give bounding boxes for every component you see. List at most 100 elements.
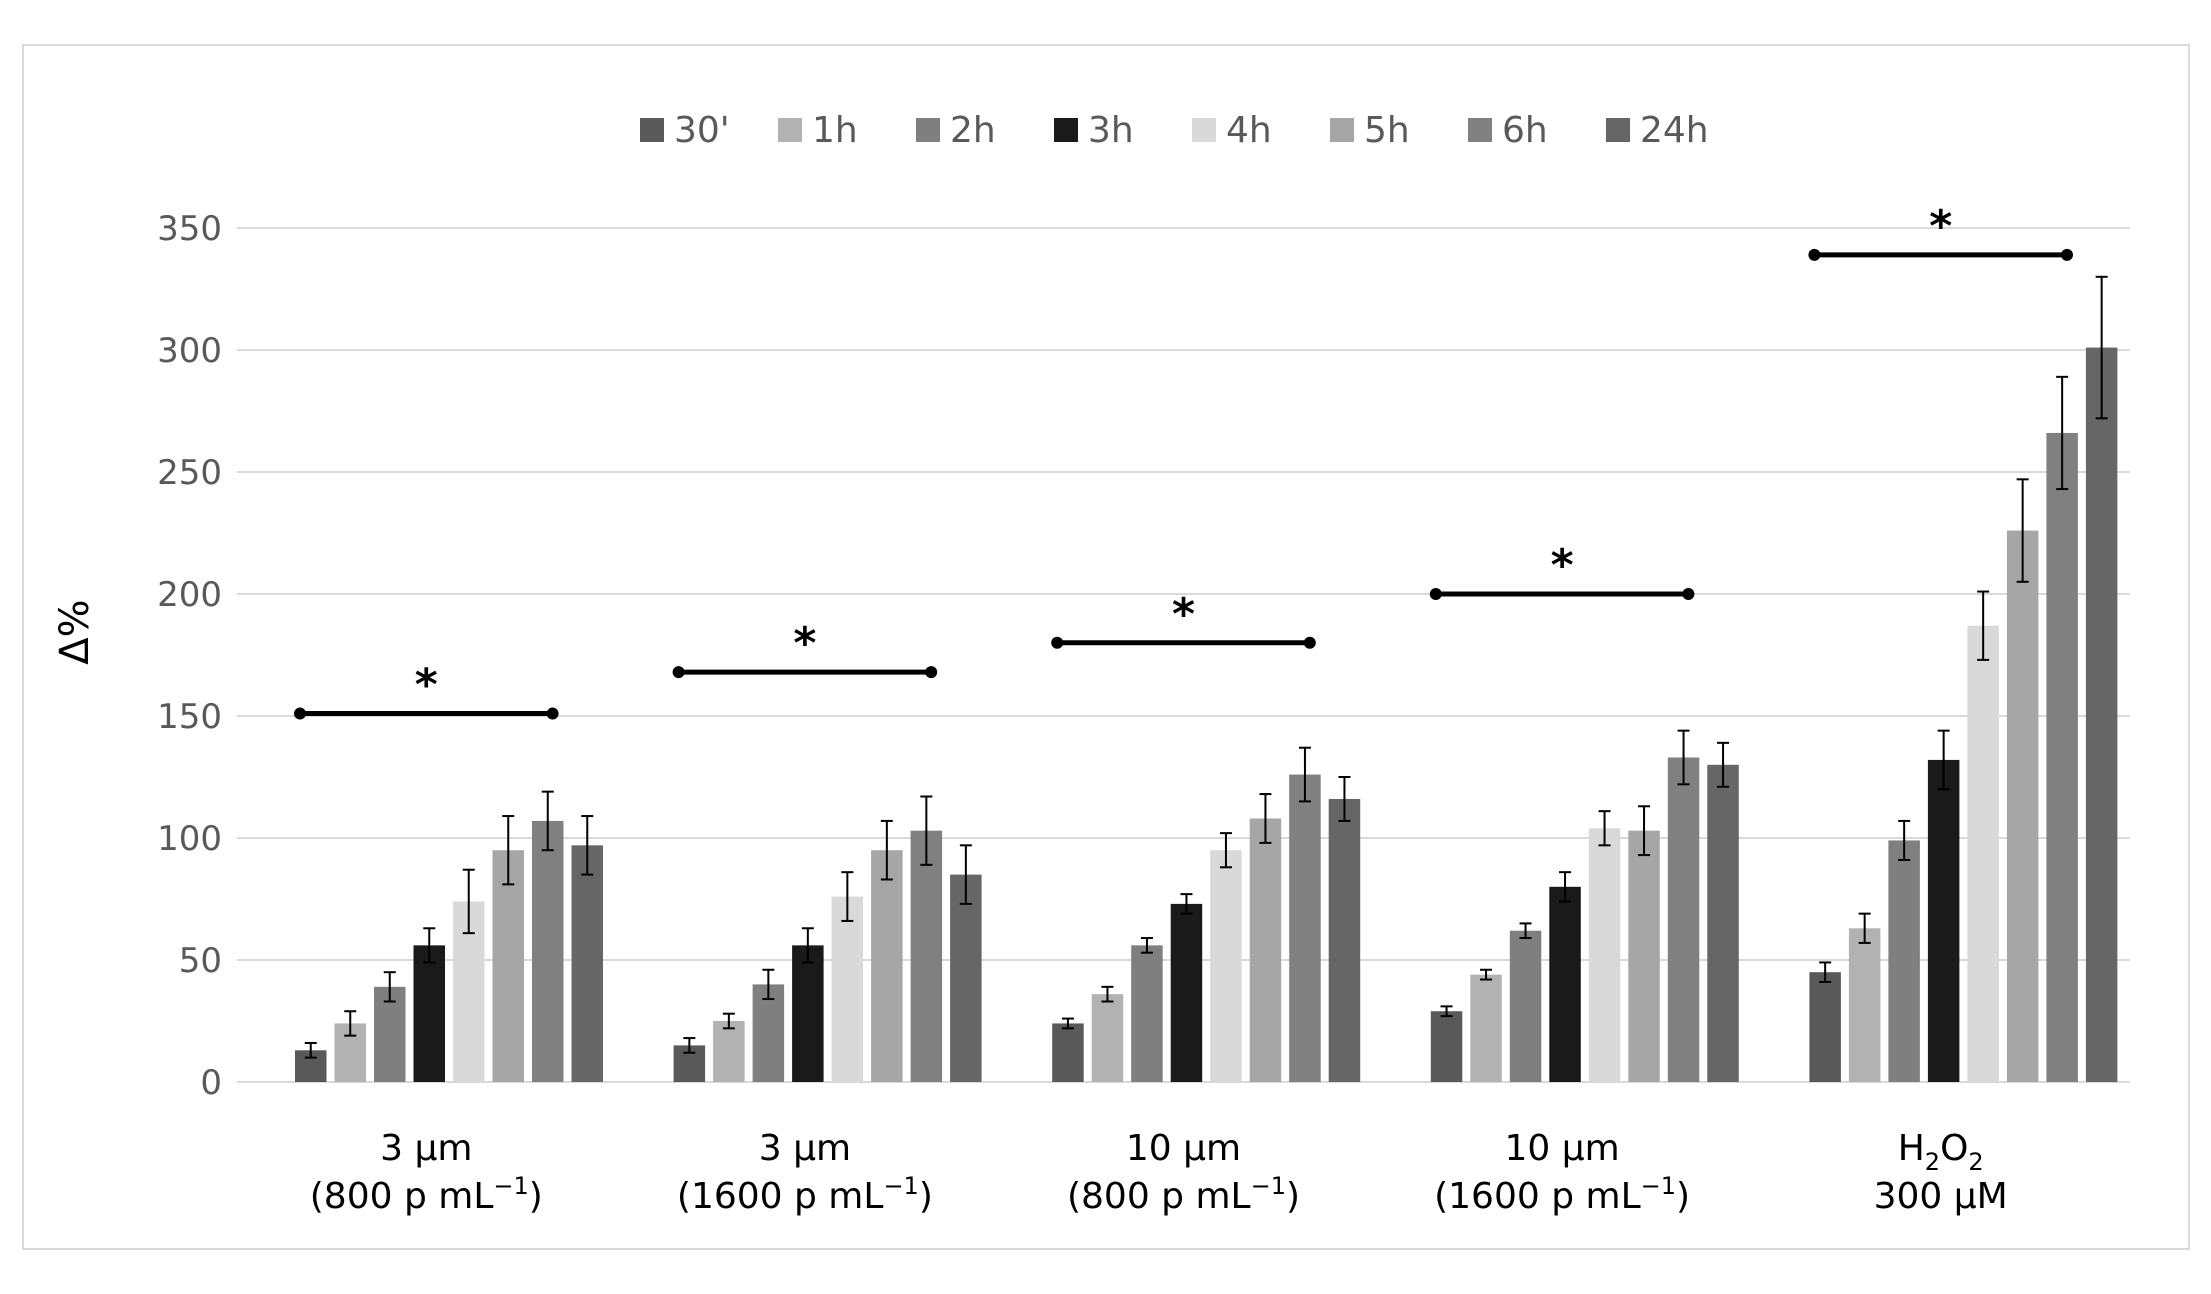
x-category-label-close: ) xyxy=(1286,1176,1300,1217)
legend-swatch xyxy=(916,118,940,142)
bars xyxy=(295,347,2118,1083)
bar xyxy=(1848,928,1881,1082)
significance-line-end xyxy=(1682,588,1695,600)
x-category-label-close: ) xyxy=(529,1176,543,1217)
significance-brackets: * * * * * xyxy=(294,201,2073,720)
bar xyxy=(752,984,785,1082)
legend-swatch xyxy=(1330,118,1354,142)
y-tick-label: 250 xyxy=(157,453,222,493)
y-tick-label: 50 xyxy=(179,941,222,981)
x-category-label-text: O xyxy=(1940,1128,1968,1169)
bar xyxy=(2006,530,2039,1082)
bar xyxy=(492,850,524,1082)
bar xyxy=(831,896,864,1082)
x-category-label-superscript: −1 xyxy=(1641,1172,1676,1200)
bar xyxy=(1588,828,1621,1082)
bar xyxy=(910,830,943,1082)
bar xyxy=(1170,903,1203,1082)
significance-line-end xyxy=(2061,248,2073,261)
bar xyxy=(2046,432,2078,1083)
legend-label: 2h xyxy=(950,110,996,151)
significance-line-end xyxy=(546,707,559,720)
bar xyxy=(1091,994,1124,1082)
legend-swatch xyxy=(1054,118,1078,142)
x-category-label: 3 µm xyxy=(380,1128,472,1169)
legend-label: 24h xyxy=(1640,110,1709,151)
bar xyxy=(1809,972,1841,1082)
bar xyxy=(1667,757,1700,1082)
significance-line-end xyxy=(1808,248,1821,261)
x-category-label-sub: 300 µM xyxy=(1874,1176,2008,1217)
x-category-label-close: ) xyxy=(919,1176,933,1217)
y-axis-ticks: 0 50 100 150 200 250 300 350 xyxy=(157,209,222,1103)
bar xyxy=(1131,945,1163,1082)
y-tick-label: 150 xyxy=(157,697,222,737)
bar xyxy=(374,986,406,1082)
bar xyxy=(1549,886,1581,1082)
significance-asterisk: * xyxy=(793,618,816,669)
y-tick-label: 300 xyxy=(157,331,222,371)
bar xyxy=(1328,798,1361,1082)
bar xyxy=(871,850,903,1082)
y-tick-label: 100 xyxy=(157,819,222,859)
significance-line-end xyxy=(294,707,306,720)
x-category-label-superscript: −1 xyxy=(1251,1172,1286,1200)
x-category-label-sub: (800 p mL−1) xyxy=(310,1172,543,1217)
bar xyxy=(571,845,603,1082)
bar xyxy=(792,945,824,1082)
y-tick-label: 200 xyxy=(157,575,222,615)
significance-asterisk: * xyxy=(415,660,438,711)
x-category-label: 3 µm xyxy=(759,1128,851,1169)
legend-swatch xyxy=(1468,118,1492,142)
x-category-label: 10 µm xyxy=(1504,1128,1619,1169)
x-category-label-superscript: −1 xyxy=(493,1172,528,1200)
y-tick-label: 0 xyxy=(200,1063,222,1103)
bar xyxy=(1210,850,1242,1082)
x-category-label-superscript: −1 xyxy=(883,1172,918,1200)
x-category-label-text: (1600 p mL xyxy=(1434,1176,1641,1217)
bar xyxy=(2085,347,2118,1082)
legend-swatch xyxy=(640,118,664,142)
bar xyxy=(713,1021,745,1082)
bar xyxy=(1888,840,1920,1082)
legend-swatch xyxy=(778,118,802,142)
x-category-label: 10 µm xyxy=(1126,1128,1241,1169)
x-category-label-close: ) xyxy=(1676,1176,1690,1217)
bar xyxy=(1430,1011,1463,1082)
x-category-label-sub: (1600 p mL−1) xyxy=(1434,1172,1690,1217)
legend-label: 6h xyxy=(1502,110,1548,151)
legend-label: 3h xyxy=(1088,110,1134,151)
x-category-label-text: H xyxy=(1898,1128,1925,1169)
bar xyxy=(413,945,445,1082)
legend-label: 1h xyxy=(812,110,858,151)
bar xyxy=(1628,830,1660,1082)
legend-label: 5h xyxy=(1364,110,1410,151)
x-axis-category-labels: 3 µm(800 p mL−1)3 µm(1600 p mL−1)10 µm(8… xyxy=(310,1128,2008,1217)
legend-swatch xyxy=(1192,118,1216,142)
x-category-label-text: (1600 p mL xyxy=(677,1176,884,1217)
x-category-label-sub: (1600 p mL−1) xyxy=(677,1172,933,1217)
significance-asterisk: * xyxy=(1172,589,1195,640)
y-axis-label: Δ% xyxy=(52,599,98,664)
significance-line-end xyxy=(925,666,938,679)
bar xyxy=(1289,774,1321,1082)
bar xyxy=(1509,930,1542,1082)
bar xyxy=(1470,974,1502,1082)
bar xyxy=(1249,818,1282,1082)
bar xyxy=(532,820,564,1082)
y-tick-label: 350 xyxy=(157,209,222,249)
bar xyxy=(1707,764,1739,1082)
significance-line-end xyxy=(1303,636,1316,649)
significance-line-end xyxy=(1429,588,1442,600)
x-category-label-sub: (800 p mL−1) xyxy=(1067,1172,1300,1217)
significance-line-end xyxy=(1051,636,1064,649)
significance-asterisk: * xyxy=(1551,540,1574,591)
error-bars xyxy=(304,275,2108,1059)
x-category-label-subscript: 2 xyxy=(1968,1148,1983,1176)
legend-label: 4h xyxy=(1226,110,1272,151)
bar xyxy=(1052,1023,1084,1082)
x-category-label: H2O2 xyxy=(1898,1128,1984,1176)
legend-swatch xyxy=(1606,118,1630,142)
bar xyxy=(1927,759,1960,1082)
